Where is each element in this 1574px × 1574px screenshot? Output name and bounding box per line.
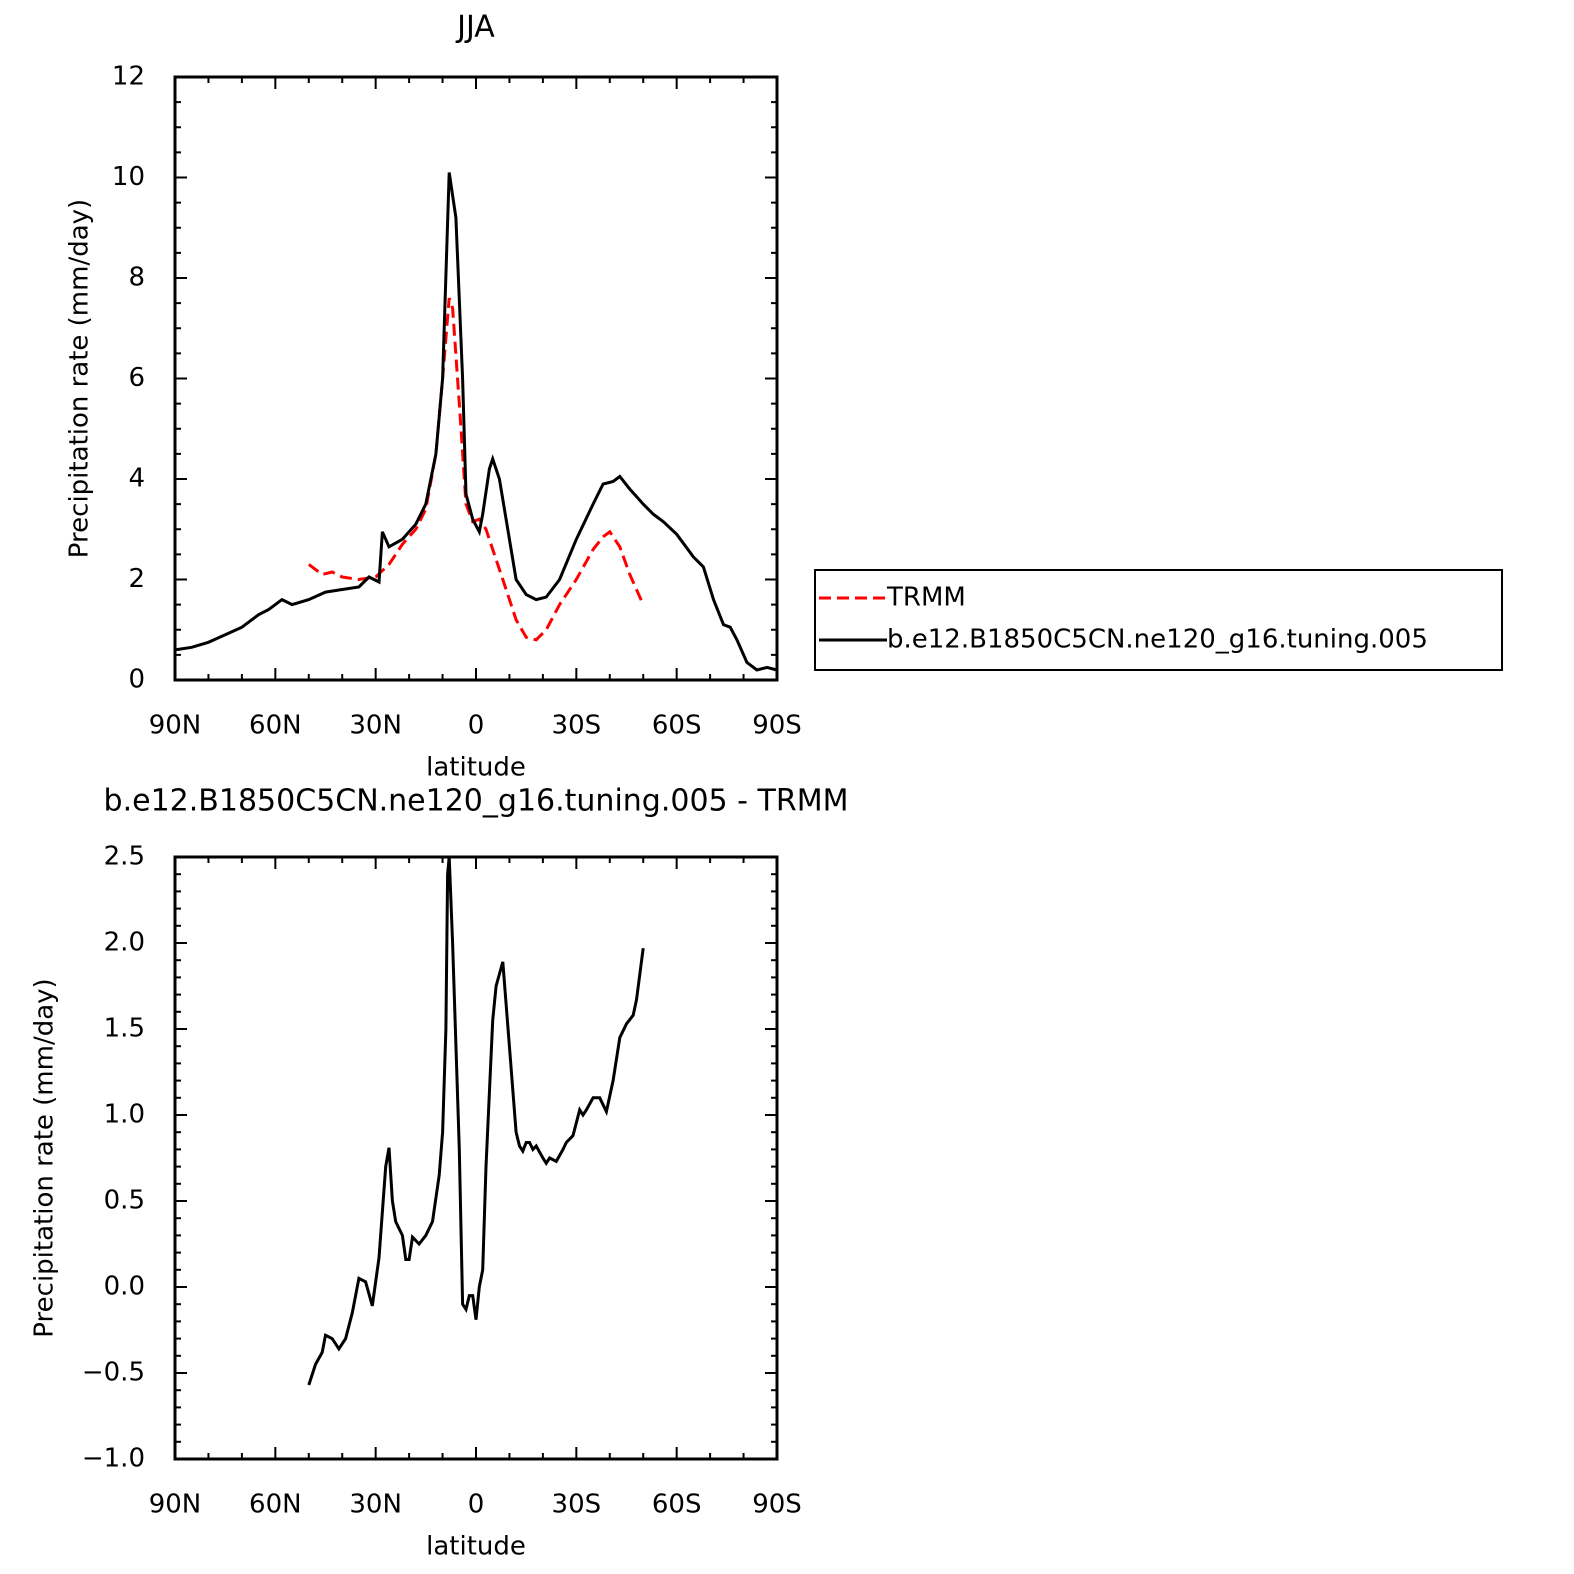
y-tick-label: 2.0 (104, 928, 145, 958)
y-tick-label: 1.0 (104, 1100, 145, 1130)
y-tick-label: 2 (128, 564, 145, 594)
x-tick-label: 0 (468, 1490, 485, 1520)
x-tick-label: 90N (149, 711, 202, 741)
y-tick-label: 10 (112, 162, 145, 192)
x-tick-label: 60S (652, 711, 702, 741)
y-tick-label: 1.5 (104, 1014, 145, 1044)
x-tick-label: 30N (349, 711, 402, 741)
x-tick-label: 90N (149, 1490, 202, 1520)
x-axis-label: latitude (426, 1532, 526, 1562)
y-tick-label: 8 (128, 263, 145, 293)
y-tick-label: −0.5 (82, 1358, 145, 1388)
legend-box (814, 569, 1503, 671)
y-tick-label: 6 (128, 363, 145, 393)
data-line (307, 856, 645, 1386)
y-tick-label: 0 (128, 665, 145, 695)
y-tick-label: 12 (112, 62, 145, 92)
x-tick-label: 60N (249, 711, 302, 741)
x-tick-label: 90S (752, 711, 802, 741)
x-tick-label: 60S (652, 1490, 702, 1520)
data-line (307, 297, 645, 642)
y-axis-label: Precipitation rate (mm/day) (65, 199, 95, 558)
x-tick-label: 60N (249, 1490, 302, 1520)
plot-frame (173, 75, 779, 682)
chart-title: b.e12.B1850C5CN.ne120_g16.tuning.005 - T… (104, 784, 849, 819)
chart-title: JJA (455, 10, 495, 45)
x-tick-label: 30N (349, 1490, 402, 1520)
x-tick-label: 90S (752, 1490, 802, 1520)
x-tick-label: 30S (552, 711, 602, 741)
y-tick-label: 4 (128, 464, 145, 494)
x-tick-label: 30S (552, 1490, 602, 1520)
legend-label: b.e12.B1850C5CN.ne120_g16.tuning.005 (887, 625, 1428, 655)
x-axis-label: latitude (426, 753, 526, 783)
plot-frame (173, 855, 779, 1461)
y-tick-label: −1.0 (82, 1444, 145, 1474)
y-tick-label: 2.5 (104, 842, 145, 872)
y-tick-label: 0.5 (104, 1186, 145, 1216)
legend-label: TRMM (886, 583, 966, 613)
data-line (174, 172, 778, 672)
y-tick-label: 0.0 (104, 1272, 145, 1302)
x-tick-label: 0 (468, 711, 485, 741)
y-axis-label: Precipitation rate (mm/day) (30, 978, 60, 1337)
